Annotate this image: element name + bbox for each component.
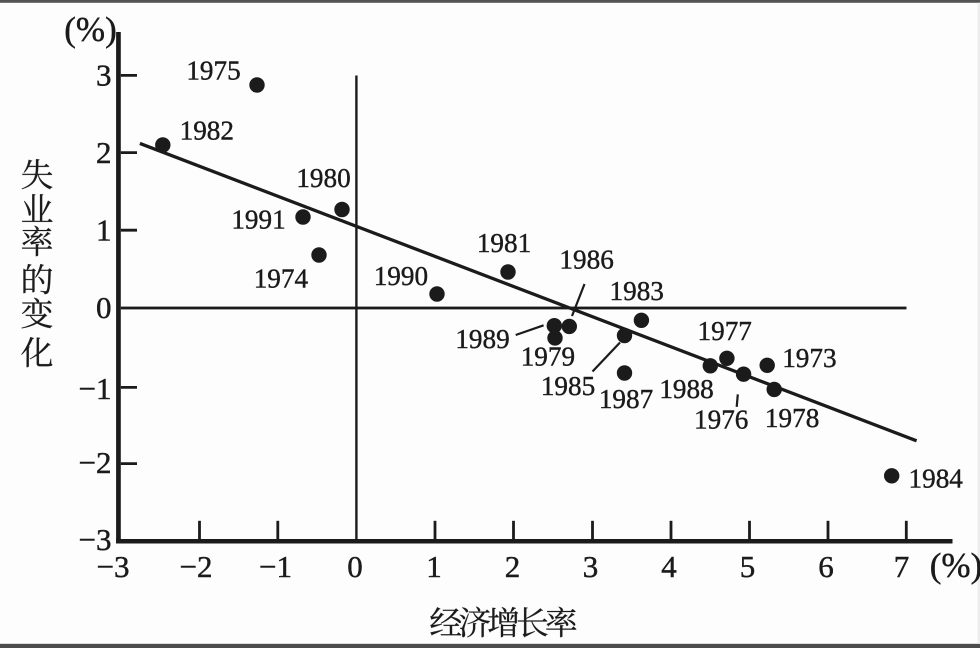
svg-text:1977: 1977 [698, 316, 752, 346]
svg-text:7: 7 [894, 549, 910, 584]
svg-text:1987: 1987 [599, 384, 653, 414]
svg-text:1990: 1990 [374, 261, 428, 291]
svg-text:1984: 1984 [909, 464, 964, 494]
svg-text:4: 4 [661, 549, 677, 584]
svg-text:0: 0 [96, 290, 112, 325]
svg-text:1989: 1989 [455, 324, 509, 354]
svg-text:6: 6 [818, 549, 834, 584]
svg-text:2: 2 [505, 549, 521, 584]
svg-text:1986: 1986 [559, 244, 613, 274]
svg-text:1985: 1985 [541, 371, 595, 401]
svg-text:(%): (%) [930, 546, 980, 585]
svg-text:1976: 1976 [694, 404, 748, 434]
svg-text:1982: 1982 [180, 115, 234, 145]
svg-text:(%): (%) [64, 10, 116, 49]
svg-text:1973: 1973 [782, 343, 836, 373]
svg-text:3: 3 [583, 549, 599, 584]
svg-text:2: 2 [96, 135, 112, 170]
svg-text:0: 0 [347, 549, 363, 584]
svg-text:1978: 1978 [765, 403, 819, 433]
svg-text:1975: 1975 [186, 55, 240, 85]
svg-text:−2: −2 [79, 445, 112, 480]
svg-text:1980: 1980 [296, 163, 350, 193]
svg-text:−3: −3 [79, 522, 112, 557]
svg-text:−3: −3 [97, 549, 130, 584]
svg-text:3: 3 [96, 58, 112, 93]
svg-text:−1: −1 [259, 549, 292, 584]
svg-text:1: 1 [96, 213, 112, 248]
svg-text:1: 1 [426, 549, 442, 584]
svg-text:1974: 1974 [254, 263, 309, 293]
svg-text:1988: 1988 [659, 374, 713, 404]
svg-text:1983: 1983 [610, 276, 664, 306]
svg-text:1979: 1979 [521, 341, 575, 371]
svg-text:−2: −2 [180, 549, 213, 584]
svg-text:1981: 1981 [477, 228, 531, 258]
svg-text:5: 5 [740, 549, 756, 584]
svg-text:−1: −1 [79, 371, 112, 406]
svg-text:1991: 1991 [231, 204, 285, 234]
